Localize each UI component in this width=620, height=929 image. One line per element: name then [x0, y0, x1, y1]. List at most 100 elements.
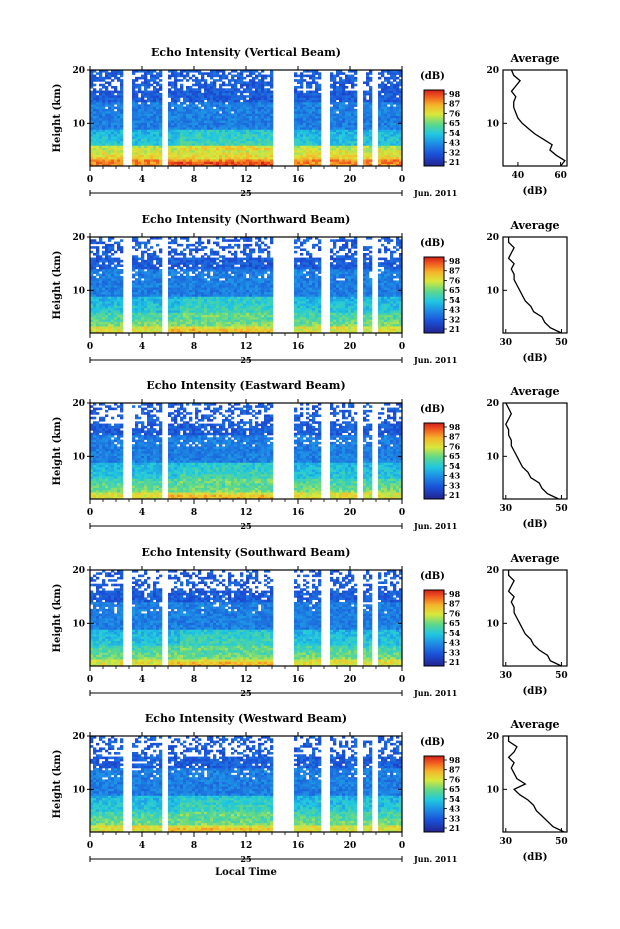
- heatmap-cell: [393, 124, 397, 128]
- heatmap-cell: [234, 136, 238, 139]
- heatmap-cell: [141, 159, 145, 162]
- heatmap-cell: [117, 317, 121, 320]
- heatmap-cell: [390, 104, 394, 107]
- heatmap-cell: [348, 138, 352, 142]
- heatmap-cell: [249, 143, 253, 146]
- heatmap-cell: [330, 113, 334, 117]
- heatmap-cell: [297, 106, 301, 110]
- heatmap-cell: [171, 301, 175, 304]
- heatmap-cell: [399, 95, 403, 98]
- heatmap-cell: [213, 104, 217, 107]
- heatmap-cell: [228, 326, 232, 329]
- heatmap-cell: [225, 156, 229, 160]
- heatmap-cell: [390, 108, 394, 112]
- heatmap-cell: [351, 108, 355, 112]
- heatmap-cell: [174, 108, 178, 112]
- heatmap-cell: [222, 287, 226, 290]
- heatmap-cell: [159, 70, 163, 73]
- heatmap-cell: [132, 257, 136, 261]
- heatmap-cell: [93, 253, 97, 256]
- heatmap-cell: [150, 259, 154, 263]
- heatmap-cell: [201, 307, 205, 311]
- heatmap-cell: [231, 317, 235, 320]
- heatmap-cell: [219, 120, 223, 123]
- heatmap-cell: [174, 161, 178, 165]
- heatmap-cell: [222, 248, 226, 252]
- heatmap-cell: [204, 298, 208, 302]
- heatmap-cell: [264, 99, 268, 103]
- heatmap-cell: [150, 145, 154, 149]
- heatmap-cell: [207, 127, 211, 130]
- heatmap-cell: [258, 150, 262, 153]
- heatmap-cell: [366, 156, 370, 160]
- heatmap-cell: [252, 70, 256, 73]
- heatmap-cell: [135, 97, 139, 101]
- heatmap-cell: [99, 319, 103, 322]
- heatmap-cell: [342, 129, 346, 133]
- heatmap-cell: [309, 131, 313, 135]
- heatmap-cell: [240, 111, 244, 114]
- heatmap-cell: [105, 74, 109, 78]
- heatmap-cell: [354, 134, 358, 137]
- heatmap-cell: [390, 124, 394, 128]
- heatmap-cell: [132, 150, 136, 153]
- heatmap-cell: [201, 140, 205, 144]
- heatmap-cell: [96, 321, 100, 325]
- heatmap-cell: [255, 124, 259, 128]
- heatmap-cell: [339, 88, 343, 91]
- profile-title: Average: [509, 52, 559, 65]
- heatmap-cell: [309, 156, 313, 160]
- heatmap-cell: [231, 161, 235, 165]
- heatmap-cell: [198, 70, 202, 73]
- heatmap-cell: [351, 118, 355, 121]
- heatmap-cell: [168, 305, 172, 309]
- heatmap-cell: [171, 310, 175, 313]
- heatmap-cell: [132, 255, 136, 258]
- heatmap-cell: [159, 250, 163, 254]
- heatmap-cell: [399, 70, 403, 73]
- heatmap-cell: [261, 99, 265, 103]
- heatmap-cell: [168, 115, 172, 119]
- heatmap-cell: [351, 140, 355, 144]
- heatmap-cell: [270, 118, 274, 121]
- heatmap-cell: [195, 92, 199, 96]
- heatmap-cell: [180, 83, 184, 87]
- heatmap-cell: [180, 163, 184, 167]
- heatmap-cell: [105, 115, 109, 119]
- heatmap-cell: [309, 118, 313, 121]
- heatmap-cell: [234, 81, 238, 85]
- heatmap-cell: [177, 159, 181, 162]
- heatmap-cell: [342, 90, 346, 94]
- heatmap-cell: [192, 74, 196, 78]
- heatmap-cell: [180, 307, 184, 311]
- heatmap-cell: [270, 95, 274, 98]
- heatmap-cell: [381, 102, 385, 105]
- heatmap-cell: [198, 120, 202, 123]
- heatmap-cell: [186, 294, 190, 297]
- heatmap-cell: [315, 118, 319, 121]
- heatmap-cell: [390, 129, 394, 133]
- heatmap-cell: [99, 255, 103, 258]
- heatmap-cell: [147, 154, 151, 158]
- heatmap-cell: [159, 86, 163, 89]
- heatmap-cell: [168, 314, 172, 318]
- heatmap-cell: [171, 298, 175, 302]
- heatmap-cell: [195, 275, 199, 279]
- heatmap-cell: [174, 317, 178, 320]
- heatmap-cell: [387, 145, 391, 149]
- heatmap-cell: [261, 138, 265, 142]
- heatmap-cell: [222, 115, 226, 119]
- heatmap-cell: [225, 282, 229, 286]
- heatmap-cell: [243, 156, 247, 160]
- heatmap-cell: [99, 150, 103, 153]
- heatmap-cell: [258, 74, 262, 78]
- heatmap-cell: [396, 152, 400, 155]
- heatmap-cell: [342, 120, 346, 123]
- heatmap-cell: [333, 108, 337, 112]
- heatmap-cell: [156, 113, 160, 117]
- heatmap-cell: [207, 83, 211, 87]
- heatmap-cell: [150, 282, 154, 286]
- heatmap-cell: [225, 303, 229, 306]
- heatmap-cell: [96, 241, 100, 245]
- heatmap-cell: [234, 280, 238, 284]
